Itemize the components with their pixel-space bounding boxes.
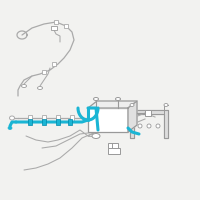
Bar bbox=[28, 119, 32, 125]
Ellipse shape bbox=[92, 134, 100, 138]
Circle shape bbox=[147, 124, 151, 128]
Bar bbox=[70, 115, 74, 121]
Bar bbox=[42, 70, 46, 74]
Polygon shape bbox=[88, 101, 137, 108]
Bar bbox=[28, 115, 32, 121]
Bar bbox=[56, 115, 60, 121]
Bar bbox=[56, 119, 60, 125]
Bar bbox=[145, 110, 151, 116]
Ellipse shape bbox=[130, 104, 134, 106]
Polygon shape bbox=[128, 101, 137, 132]
Polygon shape bbox=[130, 110, 168, 138]
Ellipse shape bbox=[38, 86, 42, 90]
Bar bbox=[68, 119, 72, 125]
Bar bbox=[88, 108, 128, 132]
Bar bbox=[64, 24, 68, 28]
Bar bbox=[51, 26, 57, 30]
Ellipse shape bbox=[8, 127, 12, 130]
Bar bbox=[54, 20, 58, 24]
Ellipse shape bbox=[164, 104, 168, 106]
Bar bbox=[108, 148, 120, 154]
Circle shape bbox=[138, 124, 142, 128]
Ellipse shape bbox=[10, 116, 14, 120]
Bar bbox=[42, 115, 46, 121]
Bar bbox=[52, 62, 56, 66]
Ellipse shape bbox=[116, 98, 120, 100]
Circle shape bbox=[156, 124, 160, 128]
Ellipse shape bbox=[94, 98, 98, 100]
Bar bbox=[42, 119, 46, 125]
Bar bbox=[108, 143, 118, 148]
Ellipse shape bbox=[22, 84, 26, 88]
